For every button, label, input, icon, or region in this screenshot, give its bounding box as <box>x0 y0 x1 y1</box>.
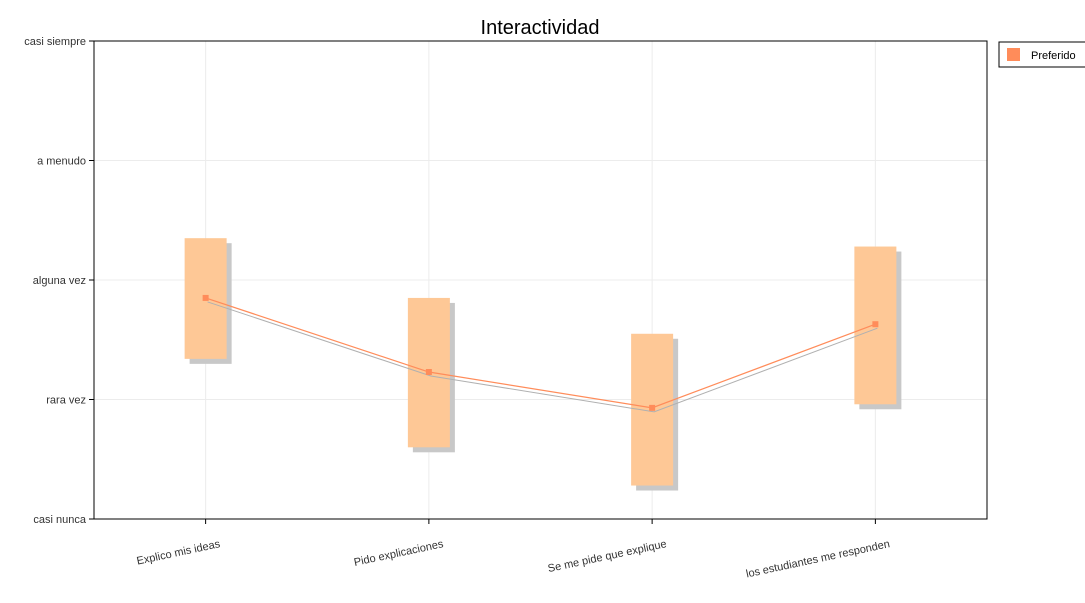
y-axis: casi nunca rara vez alguna vez a menudo casi… <box>24 36 94 526</box>
y-tick-label: casi nunca <box>33 514 86 526</box>
data-point <box>649 404 656 411</box>
x-tick-label: Explico mis ideas <box>136 538 222 568</box>
y-tick-label: casi siempre <box>24 36 86 48</box>
y-tick-label: a menudo <box>37 156 86 168</box>
data-point <box>425 369 432 376</box>
x-tick-label: Pido explicaciones <box>353 538 445 569</box>
series-line-shadow <box>207 301 878 413</box>
range-bars <box>184 238 902 491</box>
x-axis: Explico mis ideas Pido explicaciones Se me… <box>136 519 891 580</box>
y-tick-label: alguna vez <box>33 275 86 287</box>
data-point <box>202 294 209 301</box>
series-line <box>205 297 876 409</box>
data-point <box>872 321 879 328</box>
legend: Preferido <box>998 41 1085 68</box>
series-lines <box>202 294 879 413</box>
legend-swatch <box>1007 48 1020 61</box>
x-tick-label: Se me pide que explique <box>547 538 668 575</box>
y-tick-label: rara vez <box>46 395 86 407</box>
legend-label: Preferido <box>1031 50 1076 62</box>
chart-title: Interactividad <box>481 17 600 39</box>
x-tick-label: los estudiantes me responden <box>745 538 891 580</box>
